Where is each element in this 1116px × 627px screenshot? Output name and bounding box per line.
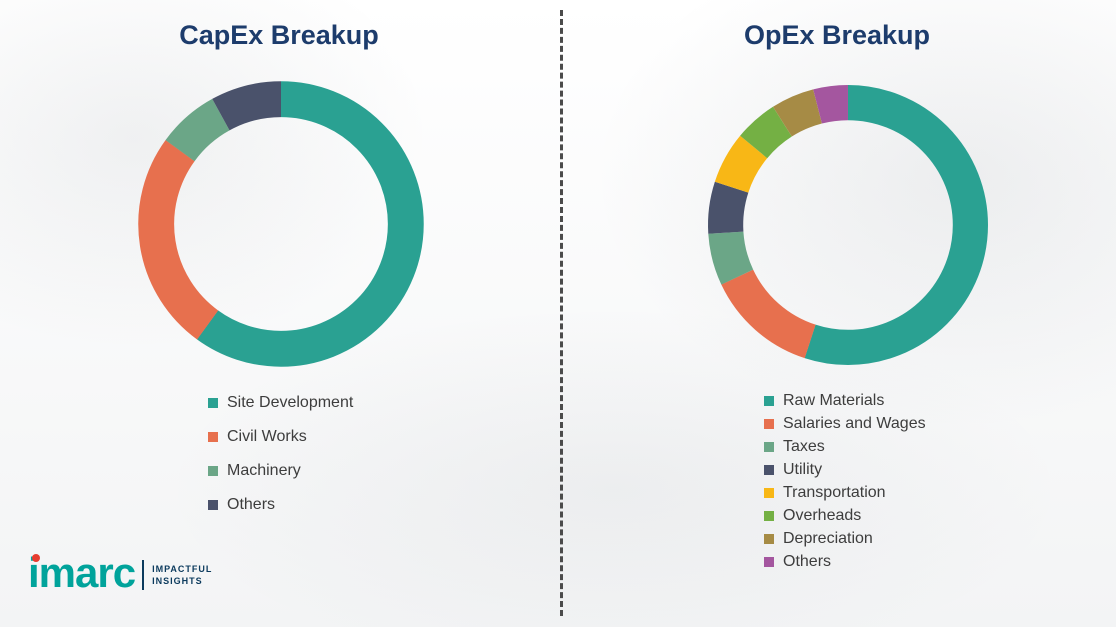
legend-marker-civil-works	[208, 431, 218, 442]
tagline-line-2: INSIGHTS	[152, 576, 203, 586]
legend-marker-others	[764, 557, 774, 567]
capex-donut-chart	[138, 81, 424, 367]
divider-line	[560, 10, 563, 616]
legend-marker-overheads	[764, 511, 774, 521]
legend-item-overheads: Overheads	[764, 506, 926, 526]
legend-item-civil-works: Civil Works	[208, 426, 353, 447]
donut-segment-taxes	[708, 85, 988, 365]
legend-item-others: Others	[208, 494, 353, 515]
legend-marker-raw-materials	[764, 396, 774, 406]
legend-label-site-development: Site Development	[227, 393, 354, 411]
legend-item-raw-materials: Raw Materials	[764, 391, 926, 411]
donut-segment-others	[138, 81, 424, 367]
legend-item-site-development: Site Development	[208, 392, 353, 413]
legend-label-salaries-and-wages: Salaries and Wages	[783, 415, 926, 432]
legend-label-raw-materials: Raw Materials	[783, 392, 885, 409]
imarc-logo-text: imarc	[28, 549, 136, 596]
donut-segment-transportation	[708, 85, 988, 365]
legend-marker-transportation	[764, 488, 774, 498]
tagline-line-1: IMPACTFUL	[152, 563, 213, 574]
legend-marker-salaries-and-wages	[764, 419, 774, 429]
legend-label-transportation: Transportation	[783, 484, 886, 501]
imarc-brand-word: imarc	[28, 549, 136, 596]
legend-marker-utility	[764, 465, 774, 475]
opex-donut-chart	[708, 85, 988, 365]
legend-marker-others	[208, 499, 218, 510]
donut-segment-others	[708, 85, 988, 365]
legend-marker-depreciation	[764, 534, 774, 544]
legend-item-utility: Utility	[764, 460, 926, 480]
legend-label-overheads: Overheads	[783, 507, 862, 524]
legend-label-utility: Utility	[783, 461, 823, 478]
opex-title: OpEx Breakup	[743, 20, 931, 50]
legend-marker-site-development	[208, 397, 218, 408]
legend-label-civil-works: Civil Works	[227, 427, 307, 445]
legend-item-transportation: Transportation	[764, 483, 926, 503]
capex-legend: Site Development Civil Works Machinery Othe…	[208, 392, 353, 528]
legend-label-taxes: Taxes	[783, 438, 825, 455]
logo-separator	[142, 560, 145, 590]
donut-segment-overheads	[708, 85, 988, 365]
legend-item-depreciation: Depreciation	[764, 529, 926, 549]
legend-item-salaries-and-wages: Salaries and Wages	[764, 414, 926, 434]
legend-label-machinery: Machinery	[227, 461, 301, 479]
donut-segment-machinery	[138, 81, 424, 367]
imarc-tagline: IMPACTFUL INSIGHTS	[152, 563, 212, 587]
legend-label-others: Others	[227, 495, 276, 513]
legend-marker-taxes	[764, 442, 774, 452]
legend-item-taxes: Taxes	[764, 437, 926, 457]
opex-panel: OpEx Breakup Raw Materials Salaries and W…	[558, 0, 1116, 627]
donut-segment-raw-materials	[708, 85, 988, 365]
legend-item-others: Others	[764, 552, 926, 572]
legend-item-machinery: Machinery	[208, 460, 353, 481]
logo-accent-dot-icon	[32, 554, 40, 562]
capex-title: CapEx Breakup	[179, 20, 379, 50]
imarc-logo: imarc IMPACTFUL INSIGHTS	[28, 552, 212, 594]
capex-panel: CapEx Breakup Site Development Civil Work…	[138, 20, 424, 528]
legend-label-others: Others	[783, 553, 832, 570]
legend-marker-machinery	[208, 465, 218, 476]
opex-legend: Raw Materials Salaries and Wages Taxes Util…	[764, 391, 926, 575]
legend-label-depreciation: Depreciation	[783, 530, 873, 547]
